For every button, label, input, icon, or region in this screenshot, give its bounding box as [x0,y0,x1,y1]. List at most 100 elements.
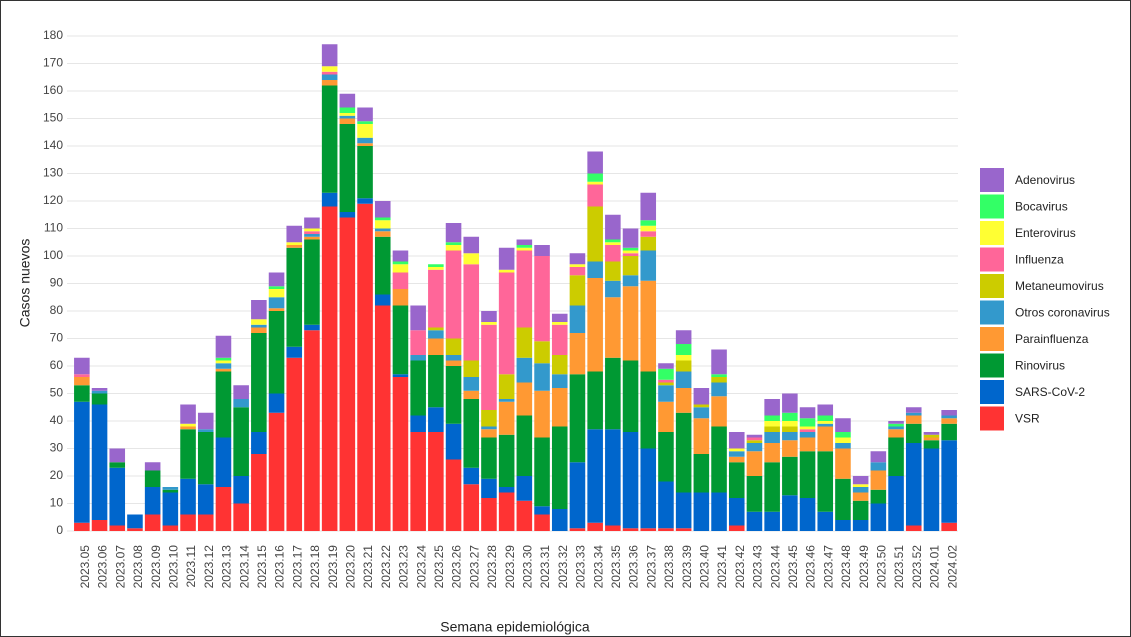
bar-segment [534,341,550,364]
bar-segment [870,462,887,471]
bar-segment [923,448,940,531]
bar-segment [675,355,692,361]
bar-segment [835,520,851,531]
bar-segment [675,388,692,413]
bar-segment [162,489,179,493]
x-tick-label: 2023.34 [591,545,605,589]
x-tick-label: 2023.16 [273,545,287,589]
bar-segment [251,454,267,531]
bar-segment [764,511,780,531]
bar-segment [339,113,356,116]
bar-segment [428,330,444,339]
legend-key [980,380,1004,404]
x-axis-title: Semana epidemiológica [440,619,590,635]
bar-segment [870,470,887,490]
x-tick-label: 2023.39 [680,545,694,589]
bar-segment [321,74,338,80]
bar-segment [711,377,727,383]
legend-key [980,406,1004,431]
legend-label: Influenza [1015,253,1064,267]
bar-segment [498,247,515,270]
bar-segment [905,423,922,443]
y-tick-label: 150 [43,111,63,125]
bar-segment [215,360,232,364]
bar-segment [746,443,763,452]
bar-segment [481,437,497,479]
x-tick-label: 2023.28 [485,545,499,589]
bar-segment [675,330,692,344]
bar-segment [870,451,887,463]
bar-segment [197,514,214,531]
bar-segment [675,371,692,388]
bar-segment [658,385,674,402]
bar-segment [215,368,232,372]
bar-segment [658,379,674,383]
bar-segment [888,429,904,438]
bar-segment [923,432,940,435]
bar-segment [445,338,462,355]
bar-segment [268,286,285,289]
bar-segment [445,223,462,243]
legend-label: Adenovirus [1015,173,1075,187]
bar-segment [852,500,869,520]
bar-segment [109,462,126,468]
bar-segment [357,107,373,122]
bar-segment [799,429,816,432]
bar-segment [428,355,444,408]
bar-segment [374,217,391,221]
bar-segment [587,278,603,372]
bar-segment [852,520,869,531]
bar-segment [569,528,586,531]
bar-segment [746,451,763,476]
bar-segment [534,390,550,438]
bar-segment [587,261,603,278]
bar-segment [622,250,639,254]
bar-segment [339,93,356,108]
x-tick-label: 2023.06 [96,545,110,589]
bar-segment [516,327,533,358]
bar-segment [711,349,727,375]
bar-segment [304,324,320,331]
bar-segment [799,426,816,430]
bar-segment [640,225,657,232]
bar-segment [374,220,391,229]
bar-segment [251,324,267,328]
bar-segment [746,437,763,441]
x-tick-label: 2023.45 [786,545,800,589]
bar-segment [374,228,391,232]
bar-segment [481,429,497,438]
bar-segment [445,245,462,251]
bar-segment [463,484,480,531]
bar-segment [640,231,657,237]
bar-segment [587,522,603,531]
bar-segment [888,423,904,427]
bar-segment [286,225,303,243]
bar-segment [162,487,179,490]
bar-segment [551,374,568,388]
x-tick-label: 2023.35 [609,545,623,589]
bar-segment [746,476,763,512]
bar-segment [551,322,568,325]
bar-segment [74,374,90,377]
bar-segment [268,308,285,311]
bar-segment [905,443,922,526]
bar-segment [445,250,462,339]
bar-segment [516,476,533,501]
x-tick-label: 2023.14 [237,545,251,589]
bar-segment [658,432,674,482]
bar-segment [286,357,303,531]
bar-segment [357,198,373,204]
x-tick-label: 2023.52 [910,545,924,589]
bar-segment [392,250,409,262]
bar-segment [693,454,710,493]
x-tick-label: 2023.42 [733,545,747,589]
bar-segment [764,443,780,463]
x-tick-label: 2023.40 [698,545,712,589]
bar-segment [605,261,621,281]
bar-segment [321,80,338,86]
bar-segment [180,514,196,531]
bar-segment [144,470,161,487]
bar-segment [215,363,232,369]
bar-segment [481,478,497,498]
x-tick-label: 2023.09 [149,545,163,589]
